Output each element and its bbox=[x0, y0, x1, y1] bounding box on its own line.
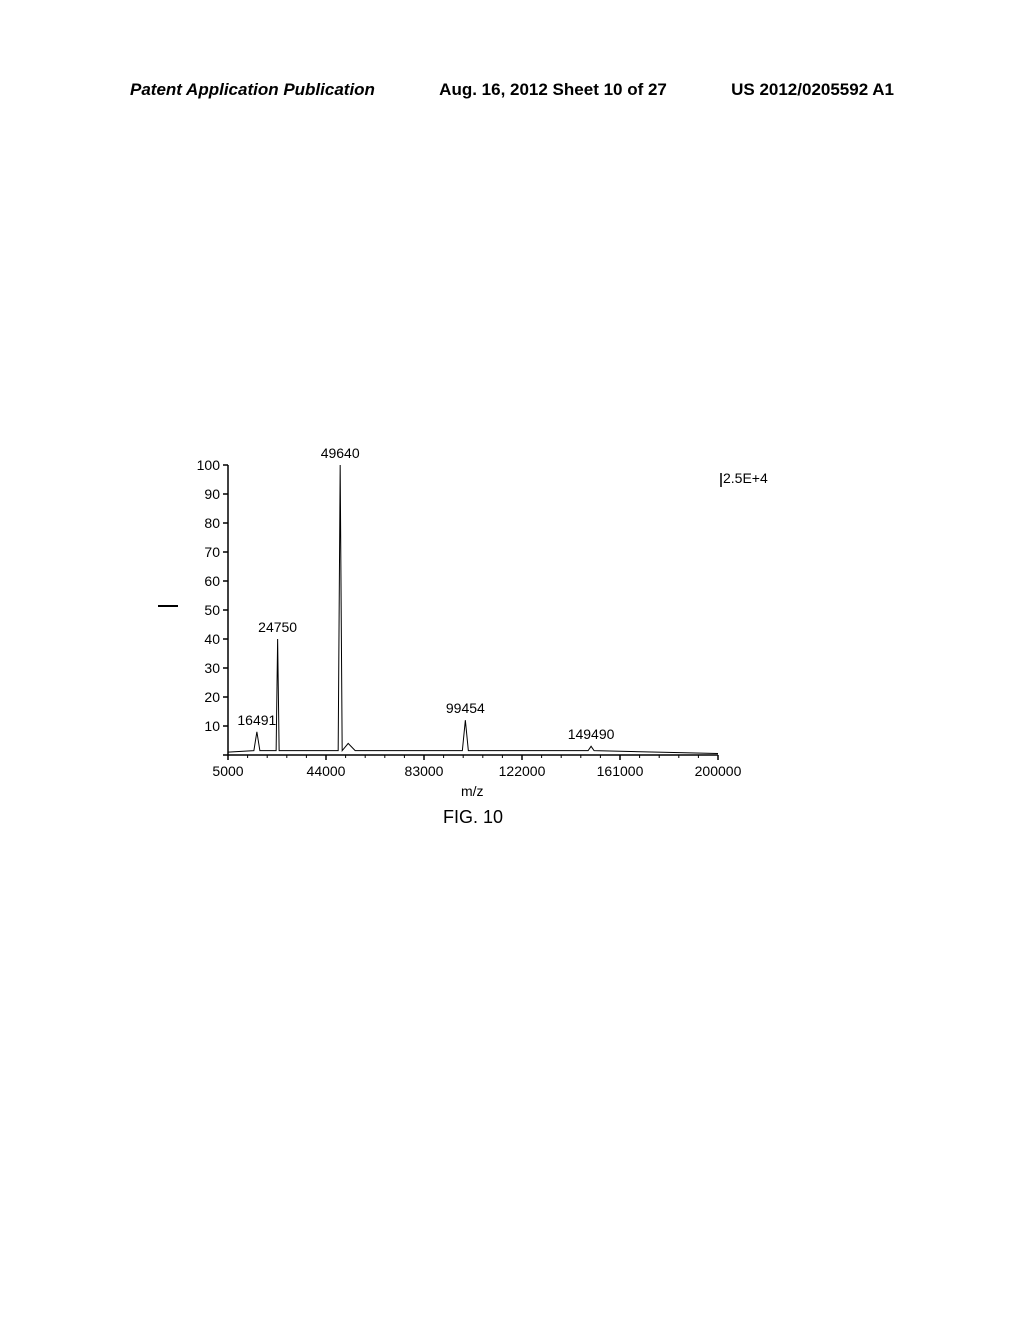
y-tick-label: 70 bbox=[190, 544, 220, 560]
peak-label: 149490 bbox=[561, 726, 621, 742]
peak-label: 49640 bbox=[310, 445, 370, 461]
header-date-sheet: Aug. 16, 2012 Sheet 10 of 27 bbox=[439, 80, 667, 100]
peak-label: 99454 bbox=[435, 700, 495, 716]
y-tick-label: 60 bbox=[190, 573, 220, 589]
x-tick-label: 161000 bbox=[590, 763, 650, 779]
document-header: Patent Application Publication Aug. 16, … bbox=[0, 80, 1024, 100]
peak-label: 24750 bbox=[248, 619, 308, 635]
peak-label: 16491 bbox=[227, 712, 287, 728]
figure-caption: FIG. 10 bbox=[443, 807, 503, 828]
y-tick-label: 80 bbox=[190, 515, 220, 531]
x-tick-label: 122000 bbox=[492, 763, 552, 779]
y-tick-label: 50 bbox=[190, 602, 220, 618]
side-marker-line bbox=[158, 605, 178, 607]
y-tick-label: 30 bbox=[190, 660, 220, 676]
x-tick-label: 83000 bbox=[394, 763, 454, 779]
y-tick-label: 100 bbox=[190, 457, 220, 473]
x-axis-title: m/z bbox=[461, 783, 484, 799]
header-publication-type: Patent Application Publication bbox=[130, 80, 375, 100]
x-tick-label: 44000 bbox=[296, 763, 356, 779]
y-tick-label: 40 bbox=[190, 631, 220, 647]
y-tick-label: 20 bbox=[190, 689, 220, 705]
x-tick-label: 200000 bbox=[688, 763, 748, 779]
x-tick-label: 5000 bbox=[198, 763, 258, 779]
y-tick-label: 10 bbox=[190, 718, 220, 734]
y-tick-label: 90 bbox=[190, 486, 220, 502]
header-patent-number: US 2012/0205592 A1 bbox=[731, 80, 894, 100]
intensity-scale-label: 2.5E+4 bbox=[723, 470, 768, 486]
